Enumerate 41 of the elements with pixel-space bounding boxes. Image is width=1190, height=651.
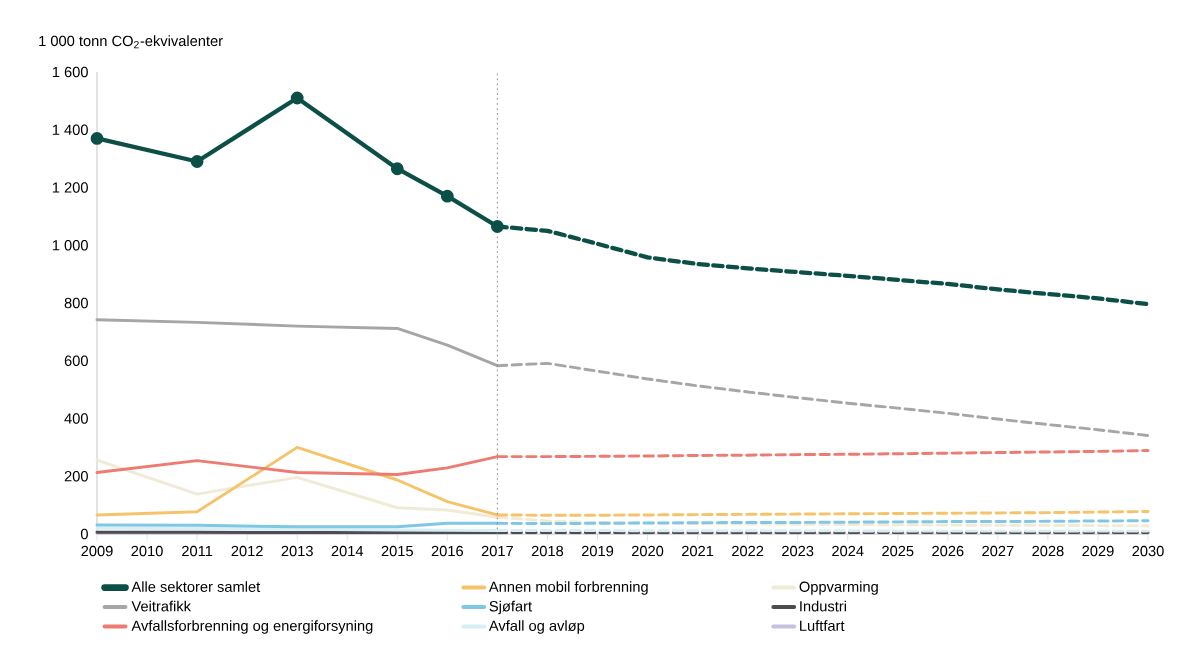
x-tick-label: 2020 <box>631 545 664 557</box>
x-tick-label: 2013 <box>281 545 313 557</box>
x-tick-label: 2021 <box>681 545 714 557</box>
y-tick-label: 1 200 <box>52 182 88 193</box>
x-tick-label: 2030 <box>1132 545 1164 557</box>
legend-label: Veitrafikk <box>131 600 191 612</box>
x-tick-label: 2022 <box>732 545 764 557</box>
x-tick-label: 2018 <box>531 545 564 557</box>
x-tick-label: 2024 <box>832 545 864 557</box>
y-axis-title: 1 000 tonn CO$_{2}$-ekvivalenter <box>39 35 223 49</box>
x-tick-label: 2012 <box>231 545 263 557</box>
y-tick-label: 200 <box>64 471 88 482</box>
legend-label: Oppvarming <box>799 581 878 595</box>
legend-label: Annen mobil forbrenning <box>488 581 648 595</box>
x-tick-label: 2019 <box>581 545 614 557</box>
x-tick-label: 2023 <box>782 545 814 557</box>
x-tick-label: 2017 <box>481 545 513 557</box>
y-tick-label: 600 <box>64 355 88 366</box>
x-tick-label: 2010 <box>131 545 163 557</box>
x-tick-label: 2016 <box>431 545 463 557</box>
legend-label: Luftfart <box>800 620 845 631</box>
x-tick-label: 2025 <box>882 545 914 557</box>
x-tick-label: 2026 <box>932 545 964 557</box>
legend-label: Avfall og avløp <box>488 620 585 634</box>
legend-label: Sjøfart <box>489 600 532 615</box>
x-tick-label: 2014 <box>331 545 364 557</box>
y-tick-label: 1 600 <box>52 66 88 78</box>
legend-label: Avfallsforbrenning og energiforsyning <box>131 620 373 634</box>
y-tick-label: 0 <box>80 528 88 540</box>
x-tick-label: 2015 <box>381 545 413 557</box>
y-tick-label: 400 <box>64 413 88 424</box>
x-tick-label: 2029 <box>1082 545 1114 557</box>
x-tick-label: 2009 <box>81 545 113 557</box>
legend-label: Industri <box>800 600 846 612</box>
y-tick-label: 1 400 <box>52 124 88 135</box>
x-tick-label: 2011 <box>182 545 213 557</box>
x-tick-label: 2027 <box>982 545 1014 557</box>
y-tick-label: 800 <box>64 297 88 309</box>
y-tick-label: 1 000 <box>52 240 88 251</box>
legend-label: Alle sektorer samlet <box>131 581 261 592</box>
x-tick-label: 2028 <box>1032 545 1064 557</box>
